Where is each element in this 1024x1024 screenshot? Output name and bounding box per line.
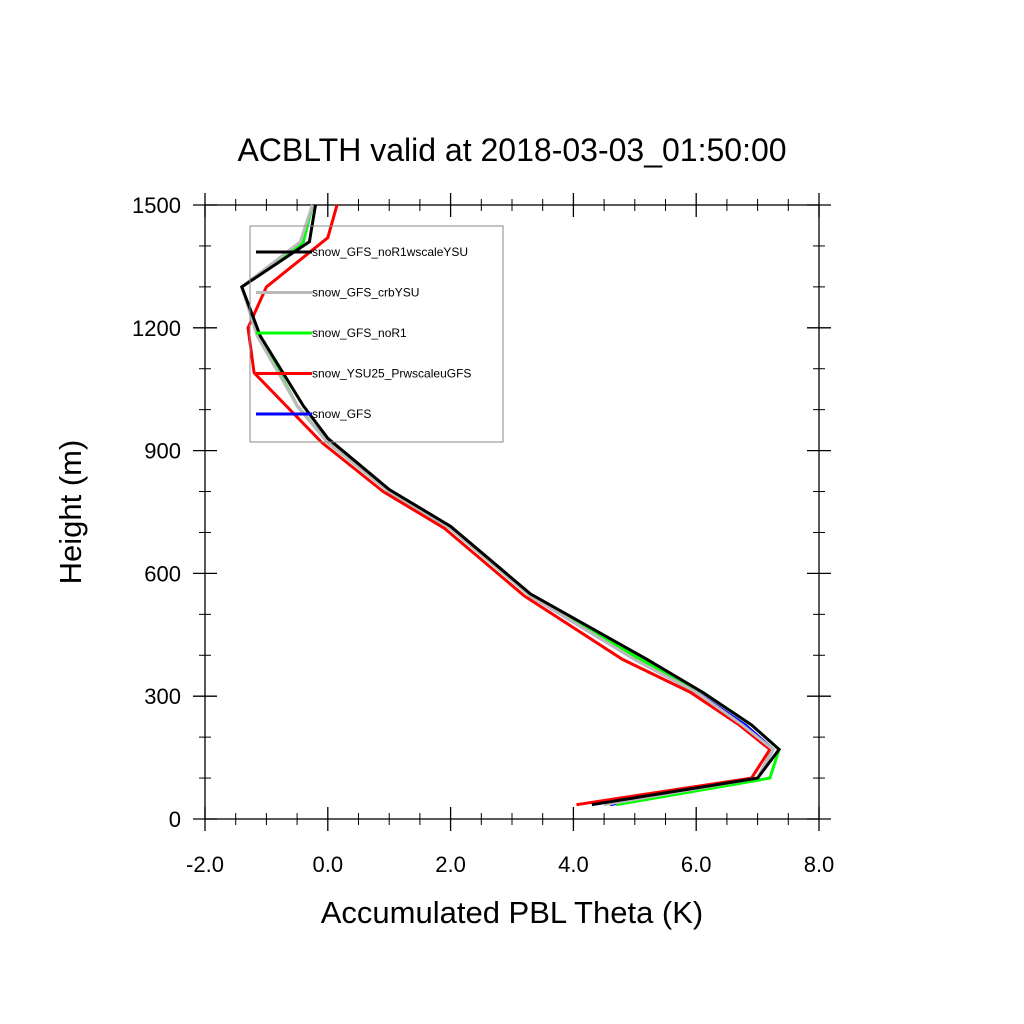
- x-tick-label: 4.0: [558, 852, 589, 877]
- legend-label-snow-gfs-crbysu: snow_GFS_crbYSU: [312, 286, 419, 300]
- series-line-snow-gfs-nor1wscaleysu: [239, 204, 782, 807]
- x-tick-label: 8.0: [804, 852, 835, 877]
- chart-title: ACBLTH valid at 2018-03-03_01:50:00: [237, 132, 786, 168]
- legend-label-snow-gfs: snow_GFS: [312, 407, 371, 421]
- x-tick-label: -2.0: [186, 852, 224, 877]
- x-tick-label: 2.0: [435, 852, 466, 877]
- y-tick-label: 600: [144, 561, 181, 586]
- y-tick-label: 300: [144, 684, 181, 709]
- x-tick-label: 0.0: [313, 852, 344, 877]
- plot-frame: [204, 204, 820, 820]
- y-tick-label: 900: [144, 439, 181, 464]
- y-tick-label: 1200: [132, 316, 181, 341]
- legend-label-snow-gfs-nor1wscaleysu: snow_GFS_noR1wscaleYSU: [312, 245, 468, 259]
- x-axis-title: Accumulated PBL Theta (K): [321, 895, 704, 930]
- ticks: -2.0 0.0 2.0 4.0 6.0 8.0 0 300 600 900 1200 1500: [132, 193, 834, 877]
- y-axis-title: Height (m): [53, 440, 88, 585]
- series-line-snow-ysu25-prwscaleugfs: [246, 204, 772, 807]
- x-tick-label: 6.0: [681, 852, 712, 877]
- legend: snow_GFS_noR1wscaleYSU snow_GFS_crbYSUsno…: [249, 225, 504, 443]
- y-tick-label: 1500: [132, 193, 181, 218]
- legend-box: [249, 225, 504, 443]
- legend-label-snow-ysu25-prwscaleugfs: snow_YSU25_PrwscaleuGFS: [312, 367, 471, 381]
- y-tick-label: 0: [169, 807, 181, 832]
- series-layer: [239, 204, 782, 807]
- legend-label-snow-gfs-nor1: snow_GFS_noR1: [312, 326, 407, 340]
